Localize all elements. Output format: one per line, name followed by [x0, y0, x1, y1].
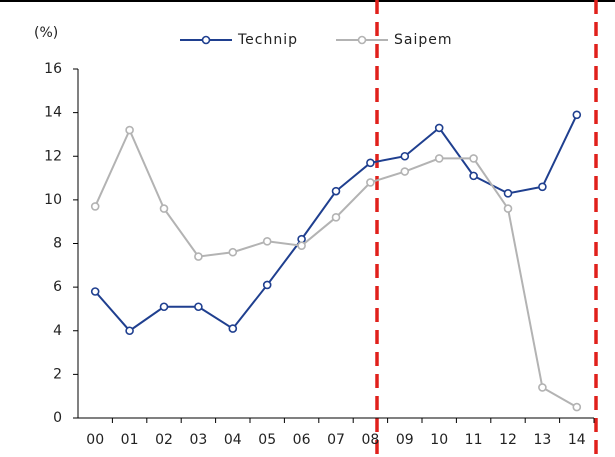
x-tick-label: 07 [327, 432, 345, 448]
point [262, 280, 272, 290]
point [159, 204, 169, 213]
x-tick-label: 02 [155, 432, 173, 448]
y-tick-label: 12 [44, 148, 62, 164]
x-tick-label: 08 [361, 432, 379, 448]
x-tick-label: 13 [533, 432, 551, 448]
point [572, 110, 582, 120]
x-tick-label: 12 [499, 432, 517, 448]
point [228, 324, 238, 333]
y-tick-label: 8 [53, 236, 62, 252]
y-tick-label: 16 [44, 61, 62, 77]
point [366, 158, 375, 168]
legend-marker [357, 35, 367, 45]
point [125, 125, 134, 135]
point [503, 189, 513, 198]
point [297, 241, 306, 250]
x-tick-label: 06 [293, 432, 311, 448]
series-line [94, 127, 578, 408]
x-tick-label: 10 [430, 432, 448, 448]
x-tick-label: 11 [465, 432, 483, 448]
point [538, 182, 547, 192]
point [366, 178, 375, 187]
y-tick-label: 6 [53, 279, 62, 295]
point [228, 247, 238, 257]
y-tick-label: 2 [53, 366, 62, 382]
y-tick-label: 4 [53, 323, 62, 339]
point [434, 123, 444, 133]
point [194, 302, 203, 312]
x-tick-label: 05 [258, 432, 276, 448]
y-tick-label: 14 [44, 105, 62, 121]
legend-label: Saipem [394, 32, 453, 48]
point [434, 154, 444, 163]
point [90, 287, 100, 296]
point [400, 151, 410, 161]
series-line [94, 114, 578, 333]
x-tick-label: 01 [121, 432, 139, 448]
y-axis-label: (%) [34, 25, 58, 41]
point [262, 237, 272, 246]
point [469, 154, 478, 163]
point [125, 326, 134, 336]
x-tick-label: 04 [224, 432, 242, 448]
point [194, 252, 203, 261]
point [503, 204, 513, 213]
point [400, 167, 410, 176]
legend-label: Technip [237, 32, 298, 48]
point [538, 383, 547, 392]
point [90, 202, 100, 211]
point [331, 186, 341, 196]
point [331, 213, 341, 222]
y-tick-label: 10 [44, 192, 62, 208]
x-tick-label: 14 [568, 432, 586, 448]
point [572, 402, 582, 412]
x-tick-label: 00 [86, 432, 104, 448]
point [469, 171, 478, 181]
x-tick-label: 03 [189, 432, 207, 448]
y-tick-label: 0 [53, 410, 62, 426]
x-tick-label: 09 [396, 432, 414, 448]
point [159, 302, 169, 312]
legend-marker [201, 35, 211, 45]
